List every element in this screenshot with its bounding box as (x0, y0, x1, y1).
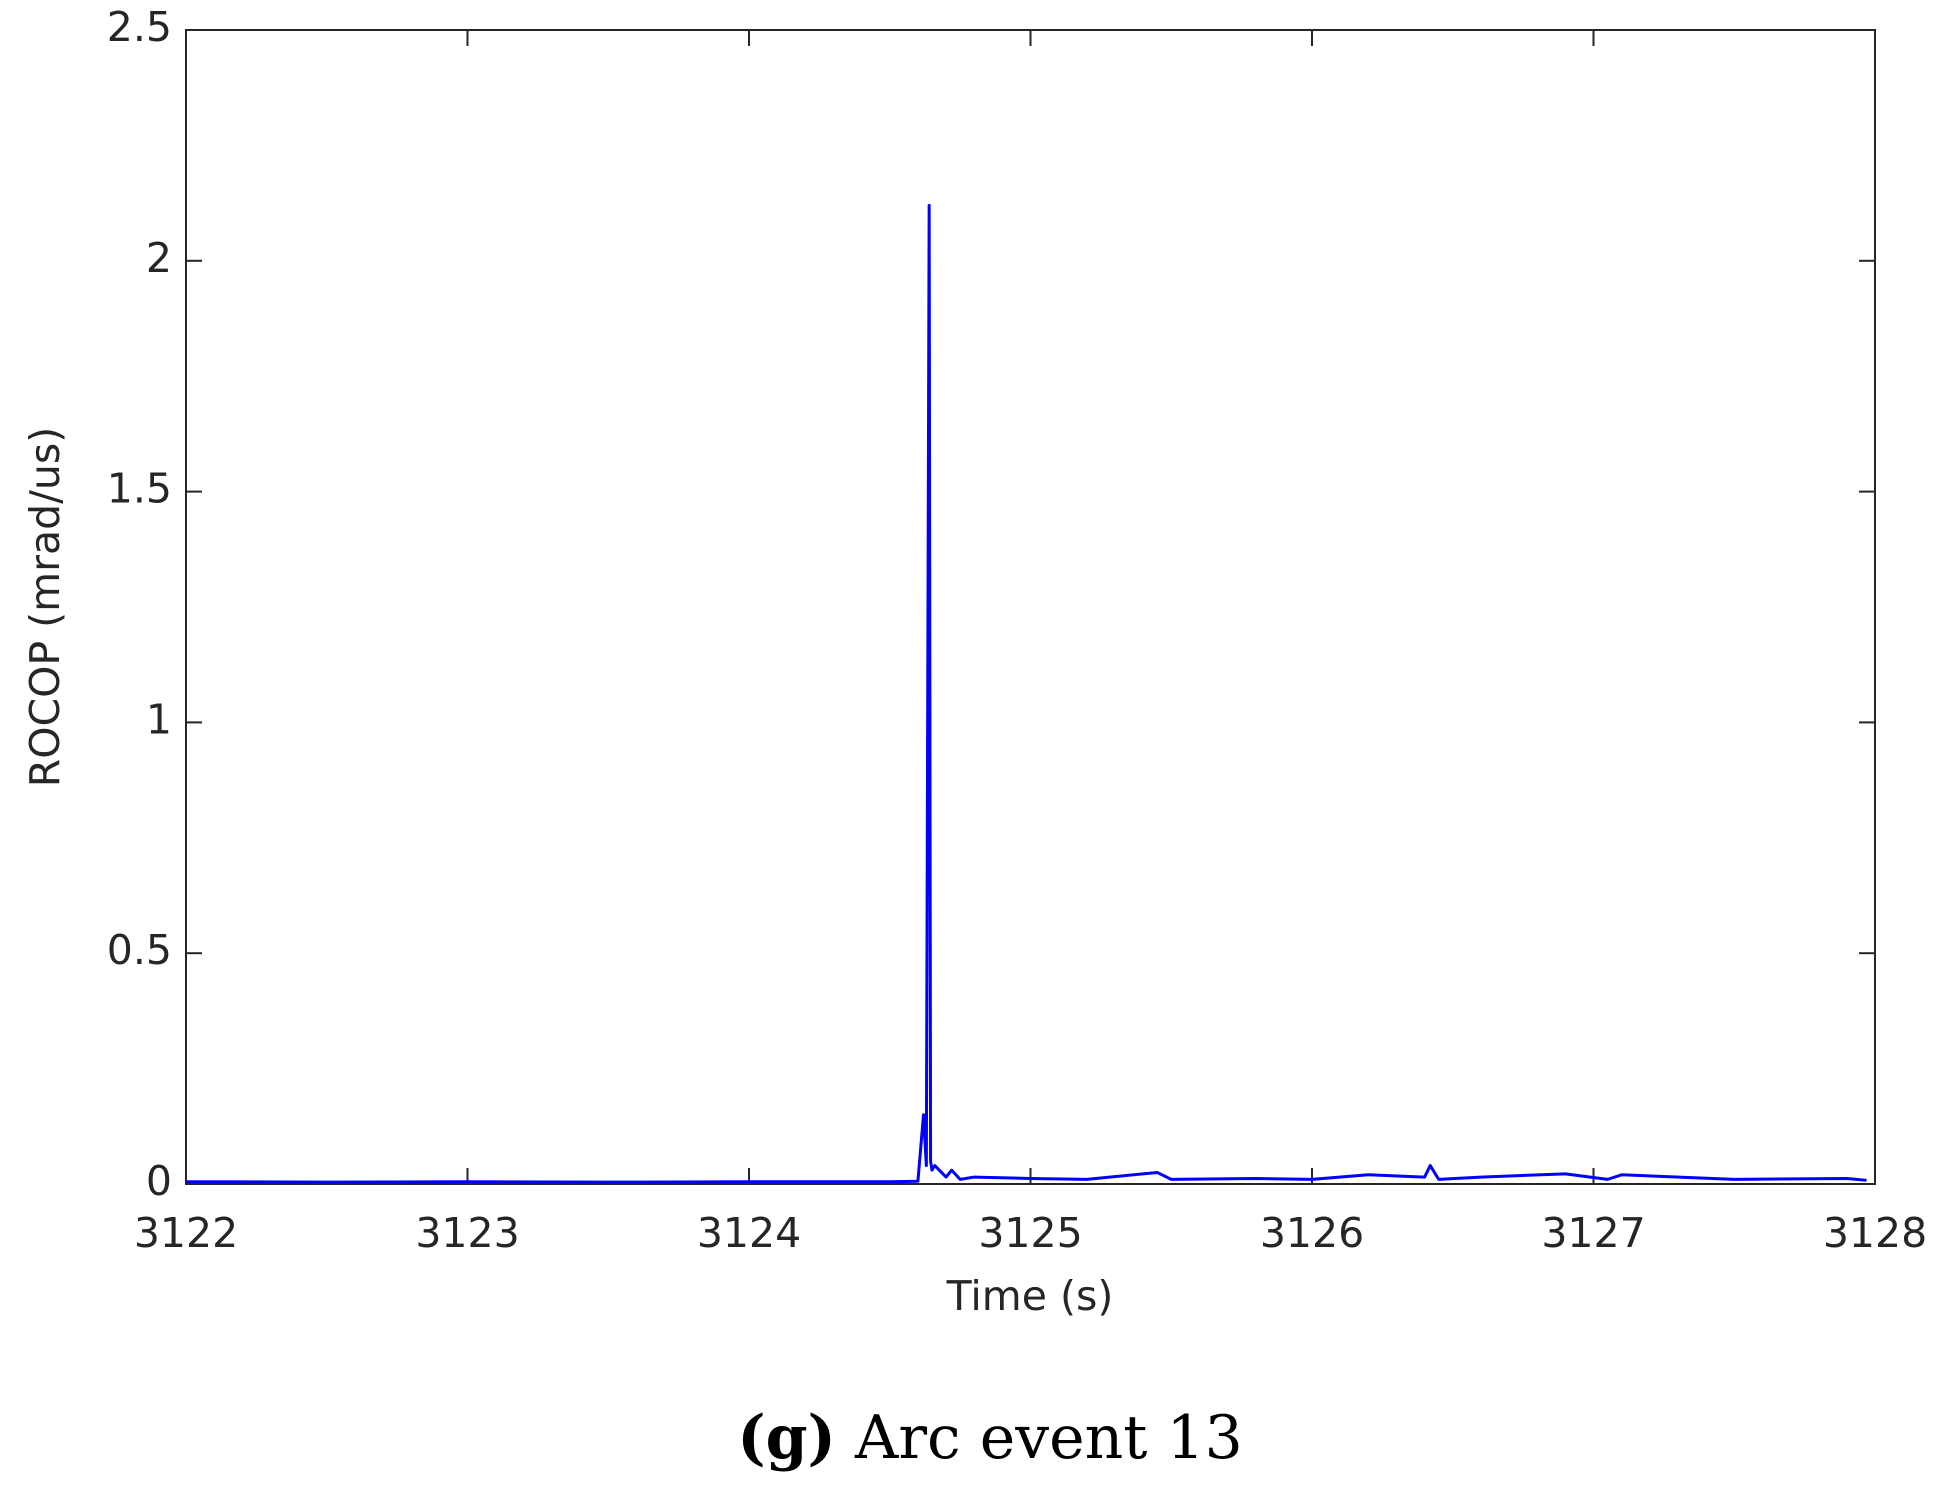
x-tick-label: 3123 (415, 1209, 519, 1257)
y-tick-label: 2 (146, 234, 172, 282)
caption: (g) Arc event 13 (737, 1403, 1243, 1473)
y-tick-label: 1.5 (107, 465, 172, 513)
y-tick-label: 2.5 (107, 3, 172, 51)
x-tick-label: 3122 (134, 1209, 238, 1257)
caption-label: (g) (737, 1403, 836, 1473)
x-tick-label: 3125 (978, 1209, 1082, 1257)
caption-text: Arc event 13 (854, 1403, 1243, 1473)
axes-box (185, 29, 1876, 1185)
x-tick-label: 3124 (697, 1209, 801, 1257)
y-axis-label: ROCOP (mrad/us) (21, 427, 69, 788)
x-axis-label: Time (s) (946, 1272, 1114, 1320)
data-line (185, 203, 1867, 1184)
y-tick-label: 0.5 (107, 926, 172, 974)
x-tick-label: 3127 (1541, 1209, 1645, 1257)
y-tick-label: 1 (146, 695, 172, 743)
x-tick-label: 3128 (1823, 1209, 1927, 1257)
y-tick-label: 0 (146, 1157, 172, 1205)
x-tick-label: 3126 (1260, 1209, 1364, 1257)
